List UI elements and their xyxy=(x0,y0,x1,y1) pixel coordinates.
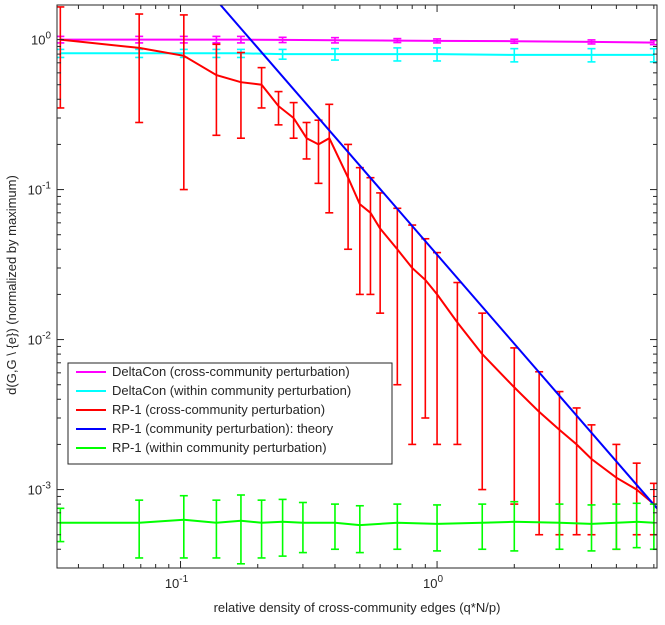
x-tick-label: 10-1 xyxy=(165,574,189,591)
series-line xyxy=(60,52,654,56)
series-layer xyxy=(57,5,657,565)
legend-label: RP-1 (within community perturbation) xyxy=(112,440,327,455)
legend: DeltaCon (cross-community perturbation) D… xyxy=(67,362,393,465)
series-4 xyxy=(57,494,657,565)
y-tick-label: 10-1 xyxy=(28,181,52,198)
series-3 xyxy=(219,5,657,509)
axes-layer: 10-1 100 10-3 10-2 10-1 100 xyxy=(28,4,658,591)
x-tick-label: 100 xyxy=(423,574,443,591)
plot-frame xyxy=(56,4,658,569)
y-tick-label: 100 xyxy=(31,31,51,48)
series-line xyxy=(60,38,655,505)
series-line xyxy=(60,518,654,527)
series-0 xyxy=(57,35,657,46)
series-2 xyxy=(57,6,657,551)
x-axis-title: relative density of cross-community edge… xyxy=(214,600,501,615)
legend-label: RP-1 (community perturbation): theory xyxy=(112,421,334,436)
legend-box xyxy=(67,362,393,465)
series-line xyxy=(219,5,657,509)
y-axis-title: d(G,G \ {e}) (normalized by maximum) xyxy=(4,175,19,395)
legend-label: DeltaCon (cross-community perturbation) xyxy=(112,364,350,379)
legend-label: DeltaCon (within community perturbation) xyxy=(112,383,351,398)
legend-label: RP-1 (cross-community perturbation) xyxy=(112,402,325,417)
y-tick-label: 10-3 xyxy=(28,481,52,498)
y-tick-label: 10-2 xyxy=(28,331,52,348)
series-line xyxy=(60,38,654,44)
